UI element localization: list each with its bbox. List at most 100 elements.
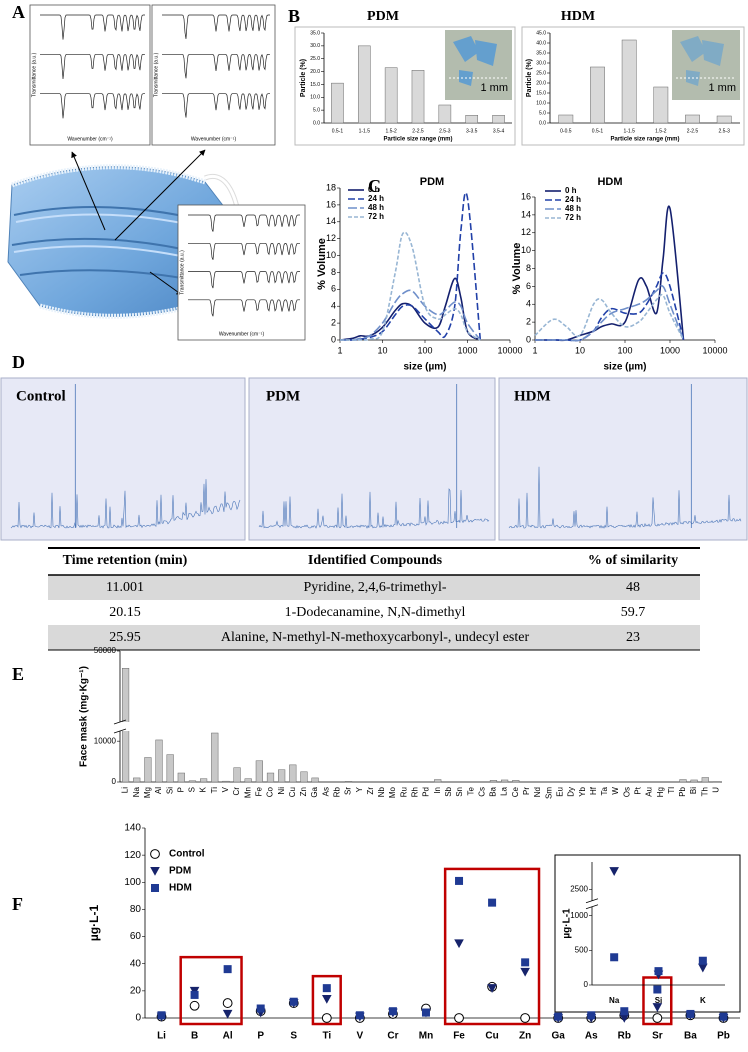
x-tick-label: Al bbox=[154, 787, 163, 794]
legend-label: Control bbox=[169, 849, 205, 860]
table-cell: 59.7 bbox=[621, 605, 646, 620]
x-tick-label: As bbox=[585, 1031, 598, 1042]
y-tick-label: 2 bbox=[526, 317, 531, 327]
x-tick-label: 100 bbox=[417, 345, 432, 355]
table-header: Time retention (min) bbox=[63, 553, 188, 568]
x-tick-label: Li bbox=[157, 1031, 166, 1042]
marker bbox=[520, 968, 530, 977]
bar bbox=[466, 115, 478, 123]
x-tick-label: Sr bbox=[652, 1031, 663, 1042]
x-tick-label: Cr bbox=[387, 1031, 398, 1042]
x-tick-label: Nd bbox=[533, 787, 542, 797]
highlight-box bbox=[181, 957, 242, 1024]
bar bbox=[702, 778, 709, 782]
spectrum-frame bbox=[30, 5, 150, 145]
y-tick-label: 2 bbox=[331, 317, 336, 327]
marker bbox=[655, 967, 663, 975]
x-tick-label: Hg bbox=[656, 787, 665, 797]
spectrum-frame bbox=[152, 5, 275, 145]
x-tick-label: Ce bbox=[511, 786, 520, 797]
y-tick-label: 140 bbox=[124, 823, 141, 834]
bar bbox=[278, 770, 285, 782]
x-tick-label: Ti bbox=[322, 1031, 331, 1042]
chart-title: PDM bbox=[367, 9, 399, 24]
spectrum-x-label: Wavenumber (cm⁻¹) bbox=[191, 136, 237, 142]
x-tick-label: Na bbox=[132, 786, 141, 797]
y-tick-label: 6 bbox=[526, 281, 531, 291]
x-tick-label: In bbox=[433, 787, 442, 794]
x-tick-label: Pb bbox=[678, 786, 687, 796]
y-axis-label: % Volume bbox=[511, 243, 523, 295]
line-series bbox=[535, 295, 684, 340]
bar bbox=[234, 768, 241, 782]
bar bbox=[590, 67, 604, 123]
y-tick-label: 4 bbox=[526, 299, 531, 309]
x-tick-label: K bbox=[199, 786, 208, 792]
marker bbox=[488, 899, 496, 907]
legend-label: 48 h bbox=[368, 203, 384, 212]
panel-label: B bbox=[288, 6, 300, 26]
x-tick-label: B bbox=[191, 1031, 198, 1042]
legend-label: 48 h bbox=[565, 204, 581, 213]
legend-label: 24 h bbox=[565, 195, 581, 204]
y-tick-label: 5.0 bbox=[313, 107, 320, 113]
x-tick-label: Mo bbox=[388, 786, 397, 798]
bar bbox=[439, 105, 451, 123]
y-tick-label: 20.0 bbox=[310, 69, 320, 75]
marker bbox=[653, 986, 661, 994]
x-tick-label: Fe bbox=[453, 1031, 465, 1042]
bar bbox=[156, 740, 163, 782]
marker bbox=[257, 1005, 265, 1013]
x-tick-label: Cr bbox=[232, 787, 241, 796]
y-tick-label: 35.0 bbox=[310, 30, 320, 36]
marker bbox=[719, 1013, 727, 1021]
panel-label: F bbox=[12, 894, 23, 914]
x-tick-label: 10000 bbox=[702, 345, 727, 355]
marker bbox=[322, 995, 332, 1004]
legend-swatch bbox=[151, 850, 160, 859]
bar bbox=[385, 68, 397, 123]
marker bbox=[455, 1014, 464, 1023]
y-tick-label: 25.0 bbox=[310, 56, 320, 62]
marker bbox=[290, 998, 298, 1006]
panel-label: A bbox=[12, 2, 25, 22]
table-cell: Pyridine, 2,4,6-trimethyl- bbox=[303, 580, 446, 595]
y-axis-label: Particle (%) bbox=[526, 59, 533, 97]
y-tick-label: 15.0 bbox=[536, 90, 546, 96]
bar bbox=[512, 780, 519, 782]
y-tick-label: 16 bbox=[326, 199, 336, 209]
spectrum-x-label: Wavenumber (cm⁻¹) bbox=[67, 136, 113, 142]
y-tick-label: 8 bbox=[526, 263, 531, 273]
x-axis-label: size (µm) bbox=[604, 362, 647, 373]
x-tick-label: Au bbox=[645, 787, 654, 797]
y-tick-label: 0 bbox=[112, 777, 117, 786]
spectrum-y-label: Transmittance (a.u.) bbox=[179, 250, 185, 295]
x-tick-label: Li bbox=[121, 787, 130, 793]
x-tick-label: K bbox=[700, 996, 706, 1005]
marker bbox=[521, 1014, 530, 1023]
legend-swatch bbox=[151, 884, 159, 892]
legend-label: 24 h bbox=[368, 194, 384, 203]
legend-label: 0 h bbox=[565, 186, 577, 195]
y-axis-label: Particle (%) bbox=[300, 59, 307, 97]
bar bbox=[654, 87, 668, 123]
x-tick-label: Cu bbox=[485, 1031, 498, 1042]
y-tick-label: 0 bbox=[584, 980, 589, 989]
bar bbox=[680, 780, 687, 782]
bar bbox=[501, 780, 508, 782]
x-tick-label: Rb bbox=[332, 786, 341, 797]
x-tick-label: 1 bbox=[337, 345, 342, 355]
chromatogram-label: HDM bbox=[514, 388, 551, 404]
y-tick-label: 25.0 bbox=[536, 70, 546, 76]
marker bbox=[653, 1014, 662, 1023]
y-tick-label: 40.0 bbox=[536, 40, 546, 46]
x-tick-label: Zn bbox=[299, 787, 308, 796]
bar bbox=[200, 779, 207, 782]
y-tick-label: 60 bbox=[130, 931, 142, 942]
y-tick-label: 40 bbox=[130, 958, 142, 969]
bar bbox=[691, 780, 698, 782]
x-tick-label: 1-1.5 bbox=[359, 128, 371, 134]
x-tick-label: 10000 bbox=[497, 345, 522, 355]
table-cell: 23 bbox=[626, 630, 640, 645]
